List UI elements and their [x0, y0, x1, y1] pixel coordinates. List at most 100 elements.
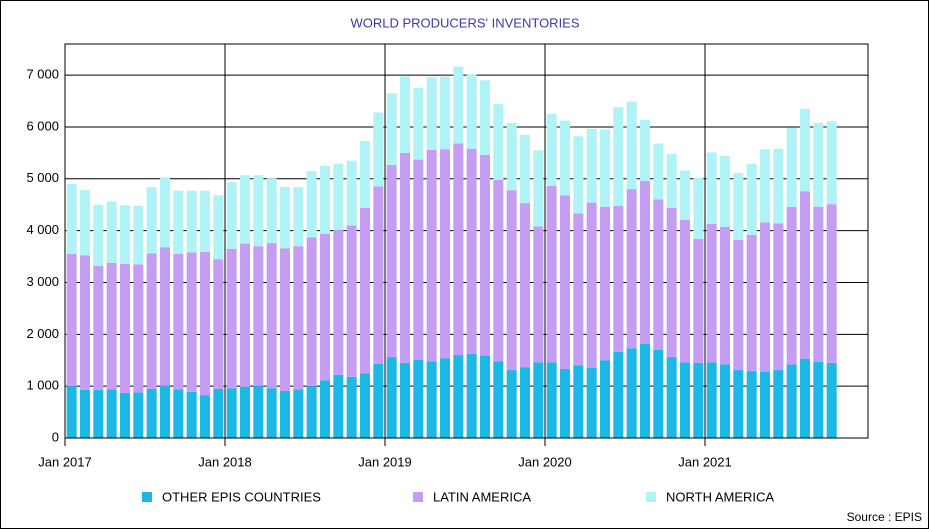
bar-segment — [426, 149, 437, 362]
bar-segment — [280, 248, 290, 391]
bar-segment — [626, 189, 637, 349]
bar-segment — [106, 262, 117, 390]
bar-segment — [826, 204, 837, 363]
bar-segment — [400, 76, 410, 153]
bar-segment — [693, 177, 704, 239]
bar-segment — [440, 149, 450, 359]
y-tick-label: 6 000 — [26, 118, 59, 133]
bar-segment — [586, 202, 597, 369]
bar-segment — [733, 370, 744, 438]
bar-segment — [133, 205, 144, 265]
bar-segment — [560, 120, 570, 196]
bar-segment — [506, 370, 517, 438]
bar-segment — [813, 206, 824, 362]
bar-segment — [333, 230, 344, 375]
bar-segment — [733, 173, 744, 240]
y-tick-label: 3 000 — [26, 274, 59, 289]
bar-segment — [200, 395, 210, 438]
bar-segment — [600, 206, 610, 361]
bar-segment — [373, 363, 384, 438]
bar-segment — [306, 386, 317, 438]
bar-segment — [293, 187, 304, 247]
bar-segment — [693, 362, 704, 438]
bar-segment — [253, 175, 264, 247]
bar-segment — [493, 104, 504, 180]
bar-segment — [226, 248, 237, 389]
bar-segment — [453, 66, 464, 144]
x-tick-label: Jan 2020 — [518, 454, 572, 469]
bar-segment — [760, 371, 770, 438]
bar-segment — [520, 134, 530, 204]
bar-segment — [400, 362, 410, 438]
bar-segment — [360, 140, 370, 208]
bar-segment — [413, 88, 424, 160]
bar-segment — [106, 389, 117, 438]
bar-segment — [800, 191, 810, 359]
bar-segment — [386, 357, 397, 438]
bar-segment — [346, 160, 357, 226]
bar-segment — [200, 190, 210, 252]
bar-segment — [440, 76, 450, 150]
bar-segment — [546, 113, 557, 187]
bar-segment — [600, 360, 610, 438]
y-tick-label: 1 000 — [26, 378, 59, 393]
bar-segment — [66, 253, 77, 387]
bar-segment — [146, 388, 157, 438]
bar-segment — [666, 357, 677, 438]
bar-segment — [706, 152, 717, 224]
bar-segment — [386, 164, 397, 358]
bar-segment — [80, 190, 90, 256]
bar-segment — [200, 251, 210, 396]
bar-segment — [213, 259, 224, 389]
bar-segment — [826, 362, 837, 438]
bar-segment — [453, 355, 464, 438]
bar-segment — [226, 388, 237, 438]
legend-label: LATIN AMERICA — [433, 489, 531, 504]
legend-swatch — [646, 492, 656, 502]
bar-segment — [186, 252, 197, 392]
bar-segment — [346, 376, 357, 438]
bar-segment — [466, 74, 477, 149]
bar-segment — [653, 349, 664, 438]
bar-segment — [306, 171, 317, 238]
bar-segment — [413, 359, 424, 438]
bar-segment — [666, 207, 677, 358]
bar-segment — [266, 243, 277, 389]
bar-segment — [66, 183, 77, 254]
bar-segment — [733, 239, 744, 371]
bar-segment — [93, 265, 104, 390]
bar-segment — [173, 253, 184, 390]
bar-segment — [120, 205, 130, 264]
bar-segment — [560, 195, 570, 370]
bar-segment — [493, 179, 504, 362]
bar-segment — [546, 186, 557, 363]
bar-segment — [533, 150, 544, 227]
bar-segment — [480, 154, 490, 356]
bar-segment — [720, 155, 730, 228]
bar-segment — [80, 389, 90, 438]
bar-segment — [186, 391, 197, 438]
bar-segment — [640, 119, 650, 181]
bar-segment — [480, 80, 490, 155]
bar-segment — [280, 187, 290, 249]
bar-segment — [533, 226, 544, 363]
bar-segment — [560, 369, 570, 438]
bar-segment — [573, 365, 584, 438]
bar-segment — [520, 367, 530, 438]
bar-segment — [80, 255, 90, 390]
bar-segment — [346, 225, 357, 377]
bar-segment — [653, 199, 664, 350]
bar-segment — [506, 190, 517, 371]
bar-segment — [720, 227, 730, 365]
bar-segment — [813, 122, 824, 207]
bar-segment — [720, 364, 730, 438]
bar-segment — [146, 187, 157, 254]
bar-segment — [173, 389, 184, 438]
bar-segment — [813, 361, 824, 438]
bar-segment — [320, 165, 330, 234]
bar-segment — [93, 204, 104, 266]
bar-segment — [773, 148, 784, 224]
bar-segment — [160, 177, 170, 248]
bar-segment — [586, 368, 597, 438]
